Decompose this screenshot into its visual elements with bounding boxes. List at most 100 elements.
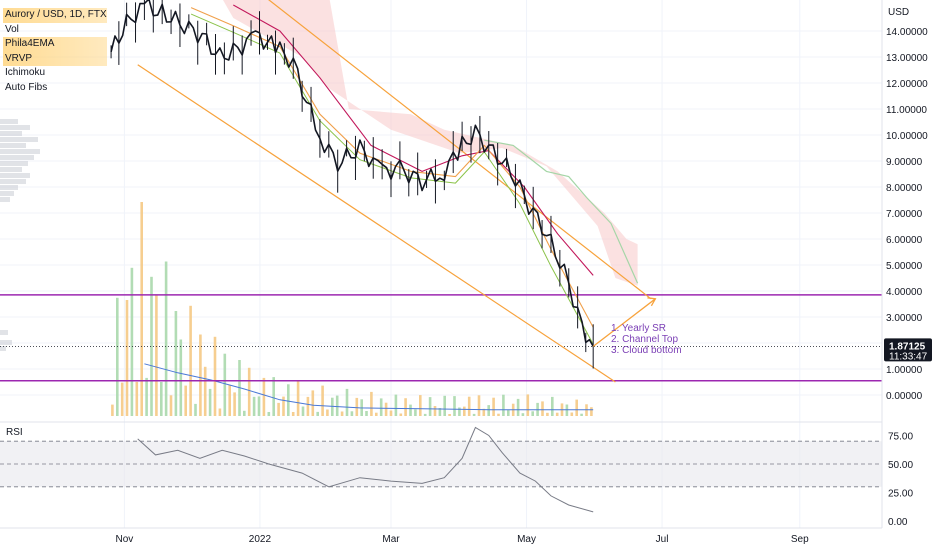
volume-bar — [404, 398, 407, 416]
volume-bar — [497, 413, 500, 416]
ichimoku-cloud — [222, 0, 639, 286]
volume-bar — [291, 412, 295, 416]
volume-profile-bar — [0, 161, 28, 166]
volume-bar — [169, 395, 173, 416]
price-series — [110, 0, 594, 369]
annotation-line-2: 2. Channel Top — [611, 334, 679, 345]
volume-bar — [316, 411, 319, 416]
volume-bar — [160, 382, 163, 416]
volume-bar — [262, 377, 266, 416]
grid — [0, 0, 882, 528]
volume-bar — [213, 336, 217, 416]
volume-bar — [409, 404, 412, 416]
volume-bar — [365, 411, 368, 416]
volume-bar — [575, 399, 578, 416]
rsi-line — [137, 426, 594, 513]
volume-bar — [277, 402, 280, 416]
ema-slow-line — [233, 4, 594, 276]
volume-bar — [345, 388, 349, 416]
volume-bar — [267, 412, 271, 416]
volume-bar — [189, 305, 192, 416]
volume-bar — [453, 396, 456, 416]
volume-bar — [145, 377, 148, 416]
rsi-tick-label: 75.00 — [888, 432, 913, 443]
price-tick-label: 7.00000 — [886, 209, 923, 220]
volume-bar — [252, 396, 256, 416]
volume-bar — [507, 410, 510, 416]
volume-bar — [140, 202, 143, 416]
volume-bar — [526, 394, 530, 416]
volume-profile-bar — [0, 197, 10, 202]
volume-profile-bar — [0, 167, 22, 172]
legend-indicator-ichimoku[interactable]: Ichimoku — [5, 67, 46, 78]
volume-profile-bar — [0, 143, 26, 148]
volume-bar — [555, 412, 559, 416]
annotation-arrowhead — [647, 297, 657, 307]
volume-profile-bar — [0, 125, 30, 130]
volume-profile-bar — [0, 330, 8, 335]
last-price-value: 1.87125 — [889, 341, 926, 352]
cloud-span-b — [484, 139, 639, 284]
volume-bar — [394, 394, 398, 416]
price-tick-label: 11.00000 — [886, 105, 927, 116]
volume-profile-bar — [0, 119, 18, 124]
volume-profile-bar — [0, 185, 18, 190]
rsi-pane: RSI — [0, 426, 882, 513]
ema-fast-line — [190, 7, 594, 328]
volume-bar — [428, 397, 432, 416]
volume-bar — [125, 300, 129, 416]
price-tick-label: 14.00000 — [886, 27, 928, 38]
volume-profile-bar — [0, 137, 38, 142]
legend-indicator-vol[interactable]: Vol — [5, 23, 19, 35]
volume-bar — [423, 413, 427, 416]
volume-bar — [116, 297, 119, 416]
volume-bar — [228, 385, 231, 416]
horizontal-levels — [0, 294, 882, 382]
volume-bar — [521, 413, 525, 416]
volume-bar — [399, 413, 403, 416]
volume-bars — [111, 202, 594, 416]
volume-ma-line — [144, 363, 594, 411]
volume-profile-bar — [0, 131, 22, 136]
volume-bar — [433, 406, 437, 416]
time-label: Mar — [382, 534, 400, 545]
legend-indicator-phila4ema[interactable]: Phila4EMA — [3, 37, 107, 52]
last-price-badge — [884, 338, 932, 362]
volume-bar — [467, 396, 471, 416]
volume-bar — [199, 334, 202, 416]
volume-bar — [419, 395, 422, 416]
price-tick-label: 1.00000 — [886, 365, 923, 376]
volume-bar — [384, 402, 388, 416]
volume-bar — [516, 398, 520, 416]
volume-bar — [340, 411, 344, 416]
volume-bar — [208, 388, 212, 416]
volume-bar — [546, 412, 549, 416]
volume-bar — [370, 391, 373, 416]
volume-bar — [223, 353, 227, 416]
volume-bar — [472, 413, 476, 416]
volume-bar — [287, 384, 290, 416]
rsi-tick-label: 0.00 — [888, 517, 908, 528]
legend-indicator-autofibs[interactable]: Auto Fibs — [5, 81, 48, 93]
volume-profile-bar — [0, 191, 14, 196]
volume-bar — [458, 407, 461, 416]
legend-indicator-vrvp[interactable]: VRVP — [3, 51, 107, 66]
price-tick-label: 9.00000 — [886, 157, 923, 168]
volume-bar — [150, 276, 153, 416]
time-label: 2022 — [249, 534, 272, 545]
legend-symbol[interactable]: Aurory / USD, 1D, FTX — [3, 8, 107, 23]
volume-profile-bar — [0, 346, 6, 351]
volume-bar — [438, 408, 442, 416]
volume-bar — [243, 410, 246, 416]
volume-bar — [296, 381, 300, 416]
volume-bar — [120, 382, 124, 416]
volume-bar — [375, 412, 378, 416]
volume-bar — [311, 390, 315, 416]
volume-bar — [282, 396, 285, 416]
channel-lower — [137, 64, 616, 383]
volume-bar — [218, 408, 222, 416]
volume-bar — [331, 397, 334, 416]
